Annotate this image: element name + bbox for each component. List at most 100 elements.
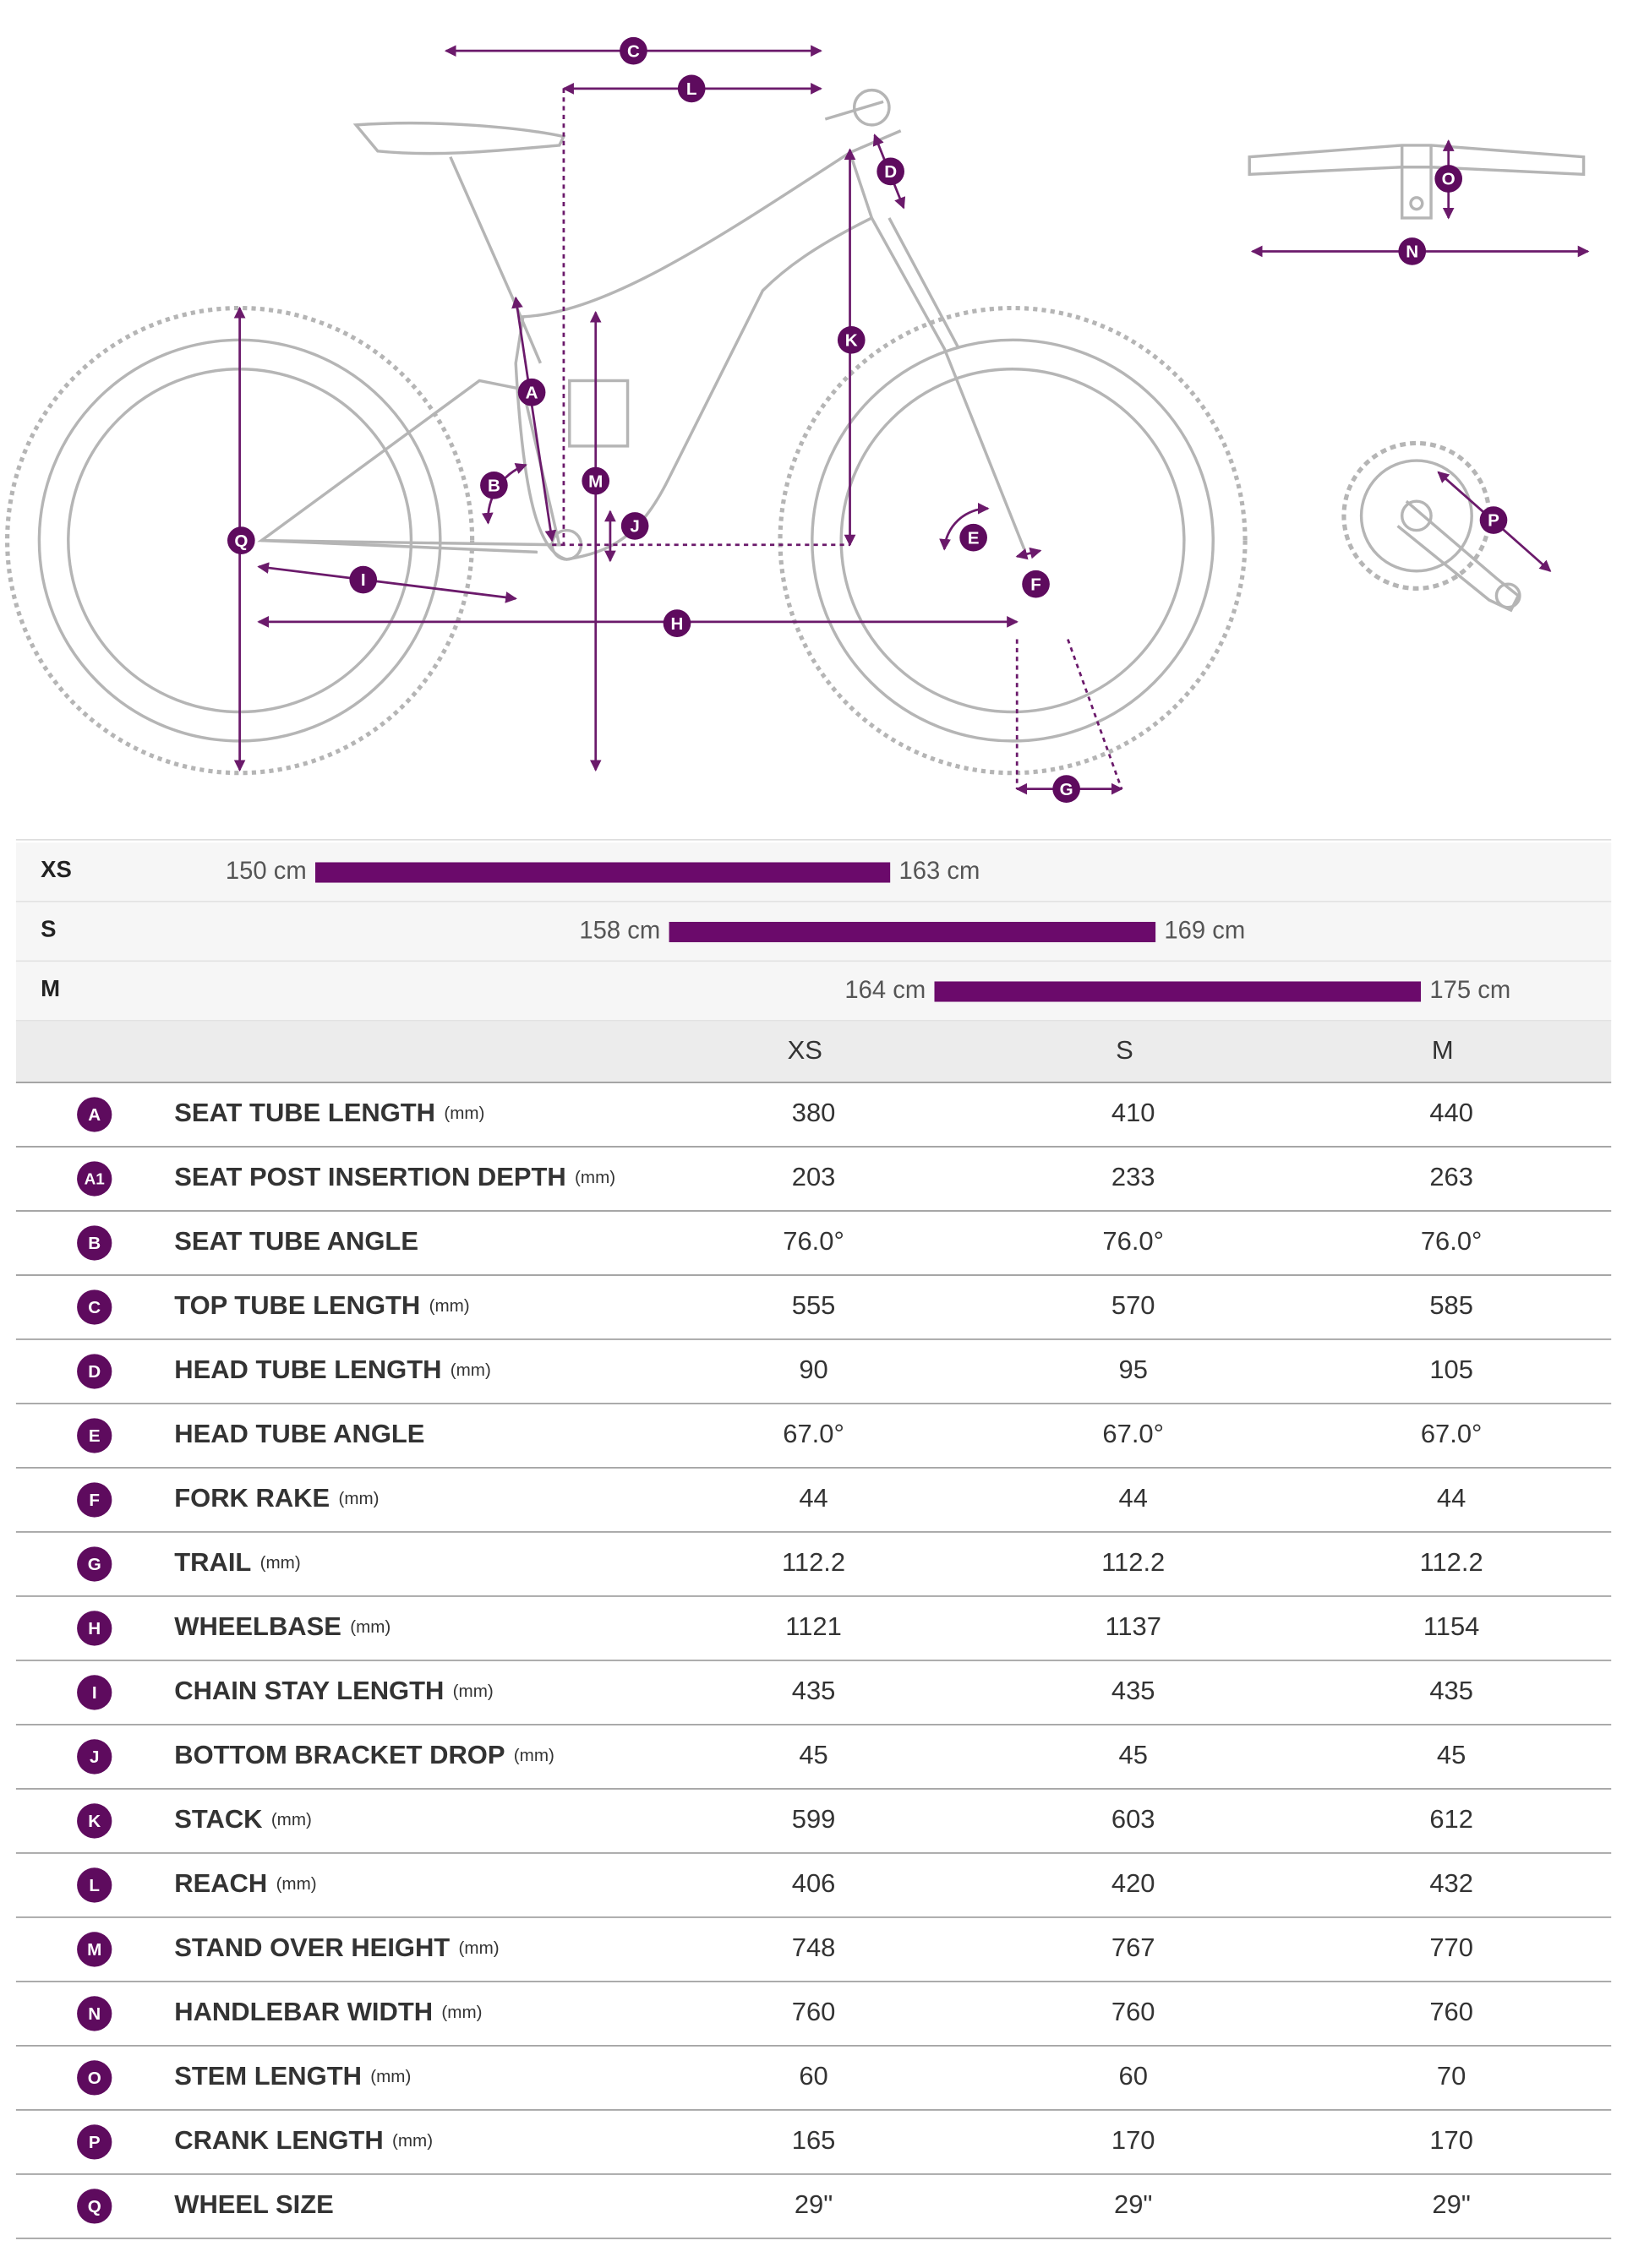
row-unit: (mm)	[514, 1746, 554, 1765]
letter-badge	[77, 1803, 112, 1839]
diagram-badge	[349, 565, 378, 594]
row-letter: L	[89, 1876, 100, 1895]
cell-value: 76.0°	[783, 1226, 844, 1256]
diagram-letter: L	[686, 79, 697, 99]
diagram-badge	[227, 526, 255, 554]
cell-value: 112.2	[782, 1547, 845, 1577]
range-min-label: 164 cm	[844, 977, 926, 1004]
row-letter: I	[92, 1683, 97, 1703]
dimension-lines	[233, 45, 1590, 795]
bike-outline	[1494, 582, 1521, 609]
cell-value: 44	[799, 1483, 827, 1513]
cell-value: 67.0°	[1102, 1419, 1164, 1448]
bike-outline	[852, 88, 891, 127]
column-header: XS	[788, 1035, 822, 1065]
bike-outline	[839, 368, 1186, 714]
row-label: STACK (mm)	[174, 1804, 312, 1834]
cell-value: 67.0°	[1421, 1419, 1483, 1448]
cell-value: 767	[1111, 1933, 1155, 1962]
diagram-badge	[620, 512, 649, 540]
bike-outline	[352, 121, 566, 155]
cell-value: 203	[792, 1162, 836, 1191]
letter-badge	[77, 2060, 112, 2096]
letter-badge	[77, 2124, 112, 2160]
bike-outline	[5, 305, 475, 776]
cell-value: 748	[792, 1933, 836, 1962]
row-label: CRANK LENGTH (mm)	[174, 2125, 433, 2155]
cell-value: 29"	[1114, 2189, 1152, 2219]
row-label: STAND OVER HEIGHT (mm)	[174, 1933, 499, 1962]
row-letter: K	[88, 1812, 101, 1831]
cell-value: 29"	[1432, 2189, 1470, 2219]
diagram-badge	[959, 523, 987, 552]
diagram-letter: P	[1488, 511, 1499, 531]
cell-value: 76.0°	[1421, 1226, 1483, 1256]
row-letter: D	[88, 1362, 101, 1382]
dimension-arrow	[511, 296, 557, 542]
diagram-badge	[1479, 506, 1508, 534]
diagram-letter: H	[671, 614, 684, 634]
table-header	[15, 1021, 1612, 1082]
cell-value: 406	[792, 1868, 836, 1898]
row-label: FORK RAKE (mm)	[174, 1483, 379, 1513]
diagram-badge	[877, 157, 904, 186]
row-label: REACH (mm)	[174, 1868, 316, 1898]
row-unit: (mm)	[444, 1104, 484, 1123]
row-letter: O	[88, 2069, 101, 2088]
height-range-bar	[934, 981, 1422, 1002]
row-letter: Q	[88, 2197, 101, 2216]
row-letter: M	[87, 1940, 101, 1960]
row-label: SEAT TUBE LENGTH (mm)	[174, 1098, 484, 1127]
row-letter: E	[89, 1426, 101, 1446]
bike-drawing	[5, 88, 1586, 776]
row-unit: (mm)	[451, 1360, 491, 1380]
cell-value: 585	[1429, 1290, 1473, 1320]
row-unit: (mm)	[370, 2067, 411, 2086]
cell-value: 380	[792, 1098, 836, 1127]
cell-value: 60	[1119, 2061, 1148, 2091]
range-max-label: 163 cm	[898, 858, 980, 885]
row-unit: (mm)	[338, 1489, 379, 1508]
cell-value: 603	[1111, 1804, 1155, 1834]
row-label: WHEEL SIZE	[174, 2189, 333, 2219]
cell-value: 1154	[1423, 1611, 1480, 1641]
diagram-badge	[517, 378, 546, 406]
diagram-badge	[837, 326, 866, 354]
cell-value: 29"	[795, 2189, 833, 2219]
diagram-letter: B	[488, 476, 500, 495]
letter-badge	[77, 1225, 112, 1261]
cell-value: 599	[792, 1804, 836, 1834]
bike-outline	[1341, 440, 1492, 591]
letter-badge	[77, 1932, 112, 1967]
diagram-badge	[1052, 775, 1080, 803]
bike-outline	[261, 538, 538, 554]
cell-value: 420	[1111, 1868, 1155, 1898]
row-label: TOP TUBE LENGTH (mm)	[174, 1290, 469, 1320]
row-unit: (mm)	[459, 1938, 500, 1958]
row-letter: A	[88, 1105, 101, 1125]
range-max-label: 169 cm	[1164, 918, 1245, 945]
diagram-letter: D	[884, 162, 897, 182]
cell-value: 44	[1437, 1483, 1466, 1513]
cell-value: 170	[1429, 2125, 1473, 2155]
cell-value: 105	[1429, 1355, 1473, 1384]
size-label: S	[41, 916, 56, 942]
diagram-letter: F	[1030, 575, 1041, 594]
cell-value: 435	[1111, 1676, 1155, 1705]
row-letter: P	[89, 2133, 101, 2152]
bike-outline	[1248, 144, 1586, 177]
cell-value: 70	[1437, 2061, 1466, 2091]
bike-outline	[1400, 144, 1433, 220]
row-label: TRAIL (mm)	[174, 1547, 300, 1577]
bike-outline	[1409, 196, 1424, 211]
diagram-letter: C	[627, 41, 640, 61]
cell-value: 95	[1119, 1355, 1148, 1384]
row-letter: N	[88, 2004, 101, 2024]
cell-value: 1121	[785, 1611, 842, 1641]
cell-value: 435	[1429, 1676, 1473, 1705]
letter-badge	[77, 1739, 112, 1775]
cell-value: 112.2	[1101, 1547, 1165, 1577]
cell-value: 45	[1119, 1740, 1148, 1769]
diagram-badge	[1434, 165, 1463, 193]
size-label: XS	[41, 856, 72, 882]
